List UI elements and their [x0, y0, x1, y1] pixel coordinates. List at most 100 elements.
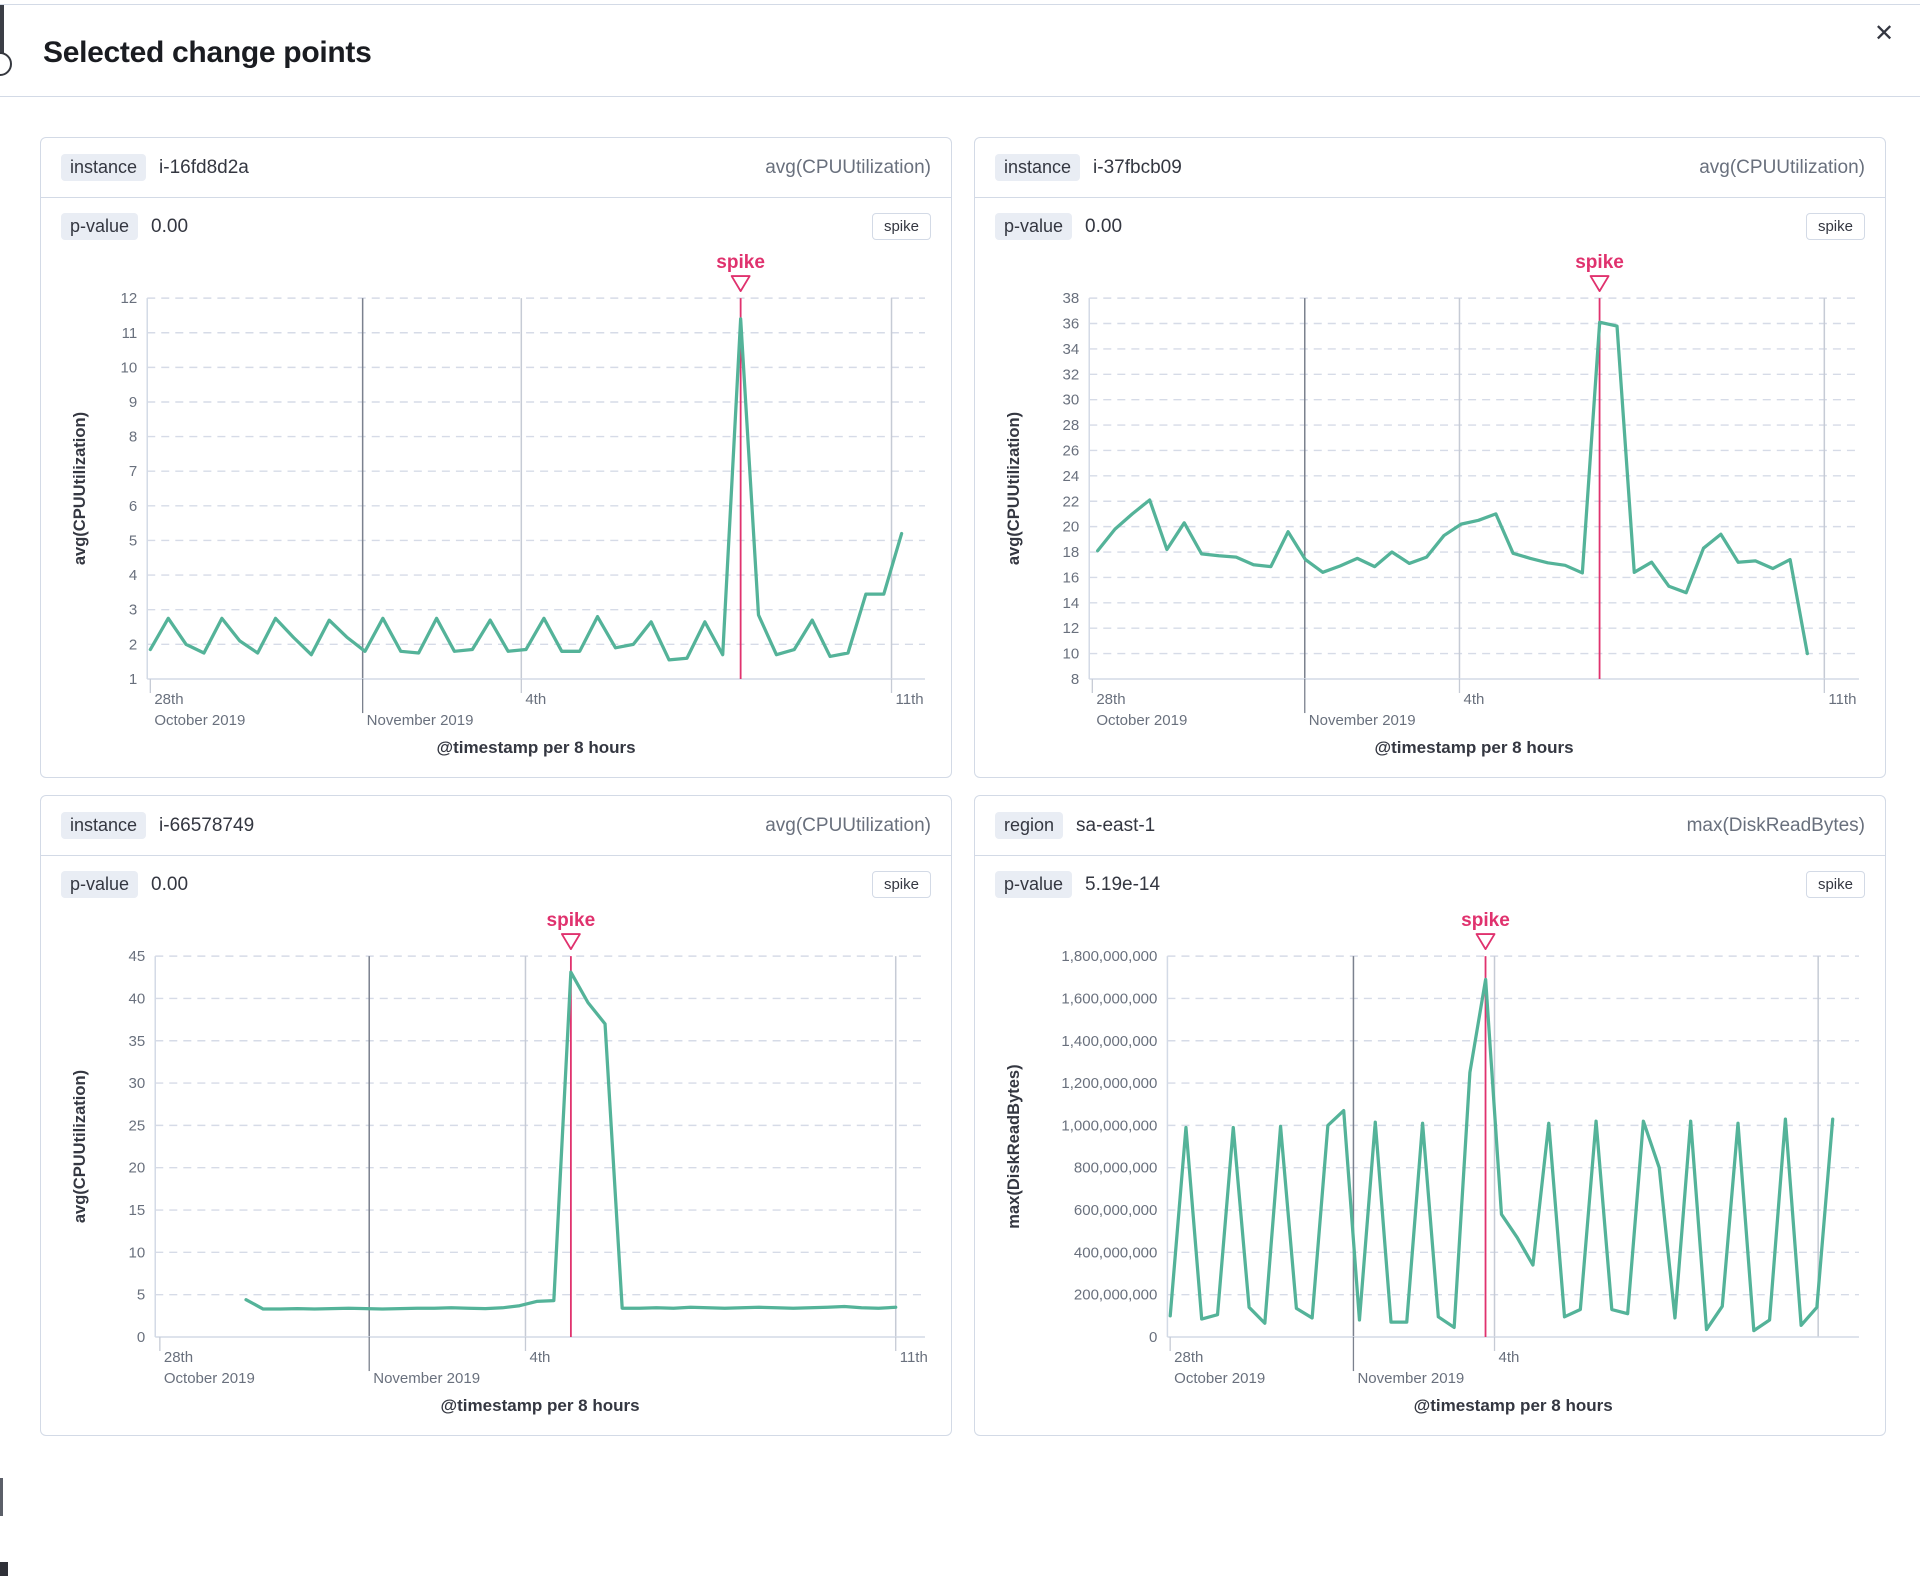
svg-text:32: 32 — [1063, 366, 1080, 383]
card-header: instance i-66578749 avg(CPUUtilization) — [41, 796, 951, 857]
y-axis: 0 5 10 15 20 25 30 35 40 45 — [129, 948, 925, 1346]
chart-container: 0 200,000,000 400,000,000 600,000,000 800,00… — [975, 900, 1885, 1435]
card-subheader: p-value 5.19e-14 spike — [975, 856, 1885, 900]
modal-header: Selected change points ✕ — [0, 0, 1920, 97]
svg-text:34: 34 — [1063, 341, 1080, 358]
svg-text:November 2019: November 2019 — [373, 1370, 480, 1387]
svg-text:November 2019: November 2019 — [1357, 1370, 1464, 1387]
svg-text:4: 4 — [129, 567, 137, 584]
svg-text:2: 2 — [129, 636, 137, 653]
svg-text:16: 16 — [1063, 569, 1080, 586]
change-point-card-2: instance i-37fbcb09 avg(CPUUtilization) … — [974, 137, 1886, 779]
change-type-badge: spike — [871, 871, 931, 899]
svg-text:8: 8 — [129, 429, 137, 446]
series-line — [148, 317, 904, 662]
svg-text:1: 1 — [129, 671, 137, 688]
p-value-field: p-value 5.19e-14 — [995, 871, 1161, 899]
chart-container: 8 10 12 14 16 18 20 22 24 26 28 30 32 34 36 38 28th 4th 11… — [975, 242, 1885, 777]
svg-text:4th: 4th — [1499, 1349, 1520, 1366]
p-value-value: 5.19e-14 — [1085, 873, 1161, 895]
svg-text:October 2019: October 2019 — [1096, 712, 1187, 729]
svg-text:35: 35 — [129, 1033, 146, 1050]
svg-text:spike: spike — [1461, 910, 1510, 931]
change-type-badge: spike — [1805, 871, 1865, 899]
line-chart[interactable]: 0 5 10 15 20 25 30 35 40 45 28th 4th 11th October 201… — [55, 904, 937, 1425]
svg-text:1,000,000,000: 1,000,000,000 — [1061, 1118, 1157, 1135]
line-chart[interactable]: 8 10 12 14 16 18 20 22 24 26 28 30 32 34 36 38 28th 4th 11… — [989, 246, 1871, 767]
svg-text:200,000,000: 200,000,000 — [1074, 1287, 1158, 1304]
svg-text:40: 40 — [129, 991, 146, 1008]
p-value-field: p-value 0.00 — [995, 213, 1122, 240]
svg-text:November 2019: November 2019 — [1309, 712, 1416, 729]
split-field-badge: instance — [61, 154, 147, 181]
spike-annotation: spike — [547, 910, 595, 1338]
svg-text:36: 36 — [1063, 316, 1080, 333]
svg-text:4th: 4th — [1463, 691, 1484, 708]
p-value-field: p-value 0.00 — [61, 871, 188, 899]
svg-text:28th: 28th — [1096, 691, 1125, 708]
svg-text:30: 30 — [1063, 392, 1080, 409]
svg-text:20: 20 — [129, 1160, 146, 1177]
svg-text:1,600,000,000: 1,600,000,000 — [1061, 991, 1157, 1008]
svg-text:6: 6 — [129, 498, 137, 515]
chart-container: 0 5 10 15 20 25 30 35 40 45 28th 4th 11th October 201… — [41, 900, 951, 1435]
svg-text:1,800,000,000: 1,800,000,000 — [1061, 948, 1157, 965]
svg-text:4th: 4th — [529, 1349, 550, 1366]
svg-text:0: 0 — [137, 1329, 145, 1346]
svg-text:3: 3 — [129, 602, 137, 619]
split-field-value: i-37fbcb09 — [1093, 156, 1182, 178]
svg-text:9: 9 — [129, 394, 137, 411]
svg-text:October 2019: October 2019 — [164, 1370, 255, 1387]
svg-text:14: 14 — [1063, 595, 1080, 612]
svg-text:7: 7 — [129, 463, 137, 480]
x-axis-title: @timestamp per 8 hours — [1414, 1396, 1613, 1415]
svg-text:October 2019: October 2019 — [154, 712, 245, 729]
svg-text:38: 38 — [1063, 290, 1080, 307]
line-chart[interactable]: 0 200,000,000 400,000,000 600,000,000 800,00… — [989, 904, 1871, 1425]
y-axis-title: avg(CPUUtilization) — [70, 412, 89, 565]
x-axis-title: @timestamp per 8 hours — [437, 738, 636, 757]
y-axis-title: max(DiskReadBytes) — [1004, 1065, 1023, 1229]
svg-text:5: 5 — [129, 532, 137, 549]
close-icon[interactable]: ✕ — [1866, 16, 1902, 52]
svg-text:10: 10 — [120, 359, 137, 376]
background-page-mark — [0, 1562, 8, 1576]
svg-text:11th: 11th — [900, 1349, 928, 1366]
svg-text:28th: 28th — [164, 1349, 193, 1366]
metric-label: max(DiskReadBytes) — [1686, 814, 1865, 836]
page-title: Selected change points — [43, 36, 372, 69]
series-line — [1168, 977, 1835, 1333]
svg-text:0: 0 — [1149, 1329, 1157, 1346]
p-value-value: 0.00 — [1085, 215, 1123, 237]
svg-text:12: 12 — [1063, 620, 1080, 637]
svg-text:1,400,000,000: 1,400,000,000 — [1061, 1033, 1157, 1050]
split-field-value: i-66578749 — [159, 814, 255, 836]
svg-text:8: 8 — [1071, 671, 1079, 688]
date-gridlines — [368, 956, 897, 1338]
y-axis-title: avg(CPUUtilization) — [1004, 412, 1023, 565]
svg-text:11th: 11th — [896, 691, 924, 708]
svg-text:10: 10 — [129, 1245, 146, 1262]
x-axis: 28th 4th 11th October 2019 November 2019 — [149, 678, 924, 729]
card-header: instance i-16fd8d2a avg(CPUUtilization) — [41, 138, 951, 198]
spike-annotation: spike — [1575, 252, 1624, 679]
date-gridlines — [361, 298, 893, 679]
change-point-card-3: instance i-66578749 avg(CPUUtilization) … — [40, 795, 952, 1437]
svg-text:1,200,000,000: 1,200,000,000 — [1061, 1075, 1157, 1092]
spike-annotation: spike — [1461, 910, 1510, 1338]
svg-text:800,000,000: 800,000,000 — [1074, 1160, 1158, 1177]
p-value-value: 0.00 — [151, 215, 189, 237]
svg-text:28th: 28th — [154, 691, 183, 708]
p-value-field: p-value 0.00 — [61, 213, 188, 240]
change-point-card-4: region sa-east-1 max(DiskReadBytes) p-va… — [974, 795, 1886, 1437]
svg-text:12: 12 — [120, 290, 137, 307]
background-page-sliver — [0, 5, 4, 63]
svg-text:22: 22 — [1063, 493, 1080, 510]
card-subheader: p-value 0.00 spike — [41, 856, 951, 900]
svg-text:25: 25 — [129, 1118, 146, 1135]
card-subheader: p-value 0.00 spike — [975, 198, 1885, 242]
svg-text:28: 28 — [1063, 417, 1080, 434]
series-line — [244, 970, 898, 1311]
